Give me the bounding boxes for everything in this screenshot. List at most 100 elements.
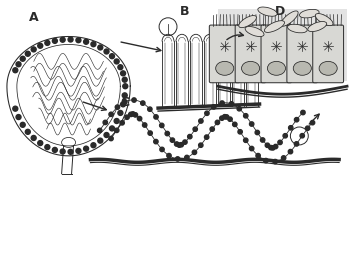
Circle shape (160, 123, 164, 127)
Circle shape (301, 110, 305, 115)
Circle shape (283, 134, 287, 138)
FancyBboxPatch shape (313, 25, 344, 83)
Circle shape (68, 149, 73, 154)
Ellipse shape (241, 61, 260, 75)
Circle shape (273, 159, 278, 164)
FancyBboxPatch shape (235, 25, 266, 83)
Circle shape (250, 146, 254, 151)
Circle shape (103, 120, 107, 125)
Ellipse shape (319, 61, 337, 75)
Circle shape (273, 144, 278, 149)
Circle shape (167, 153, 171, 158)
Circle shape (114, 128, 119, 133)
Circle shape (84, 39, 89, 44)
Ellipse shape (264, 21, 285, 33)
Circle shape (294, 142, 299, 146)
Ellipse shape (293, 61, 312, 75)
Circle shape (20, 122, 25, 127)
Circle shape (25, 51, 30, 56)
Circle shape (16, 62, 21, 67)
Circle shape (154, 140, 158, 144)
Text: C: C (120, 96, 130, 109)
Circle shape (115, 105, 120, 109)
Text: B: B (180, 5, 189, 18)
Circle shape (211, 105, 216, 109)
Circle shape (52, 147, 57, 152)
Circle shape (110, 54, 114, 59)
Circle shape (25, 129, 30, 134)
Circle shape (244, 138, 248, 142)
Circle shape (122, 77, 127, 82)
Circle shape (60, 37, 65, 42)
Ellipse shape (245, 26, 264, 37)
Circle shape (244, 114, 248, 118)
Circle shape (122, 93, 127, 98)
Circle shape (13, 68, 18, 73)
Circle shape (154, 115, 158, 119)
Circle shape (294, 118, 299, 122)
Circle shape (38, 141, 43, 146)
Circle shape (237, 106, 241, 111)
Circle shape (142, 123, 147, 127)
Circle shape (215, 120, 219, 125)
Polygon shape (218, 9, 347, 81)
Circle shape (118, 65, 123, 70)
Circle shape (110, 126, 114, 131)
Circle shape (31, 47, 36, 52)
Circle shape (141, 101, 145, 105)
Circle shape (220, 101, 224, 105)
Circle shape (121, 71, 126, 76)
Circle shape (123, 100, 127, 104)
Circle shape (288, 150, 293, 154)
Circle shape (183, 140, 187, 144)
Circle shape (129, 112, 133, 116)
Circle shape (198, 143, 203, 147)
Circle shape (165, 131, 169, 136)
Circle shape (224, 115, 229, 119)
Circle shape (188, 134, 192, 139)
Circle shape (310, 121, 315, 125)
Circle shape (109, 136, 113, 141)
Ellipse shape (239, 16, 257, 28)
Circle shape (120, 121, 124, 125)
Circle shape (98, 45, 103, 50)
Circle shape (250, 122, 254, 126)
Circle shape (256, 153, 260, 158)
Ellipse shape (267, 61, 286, 75)
Circle shape (148, 107, 152, 111)
Circle shape (289, 126, 293, 130)
Circle shape (98, 128, 102, 133)
Ellipse shape (216, 61, 234, 75)
Circle shape (132, 98, 136, 102)
Circle shape (13, 106, 18, 111)
Circle shape (185, 155, 189, 160)
Circle shape (255, 130, 259, 135)
Circle shape (192, 150, 197, 155)
Circle shape (38, 43, 43, 48)
Ellipse shape (300, 9, 319, 18)
Circle shape (193, 127, 197, 131)
Circle shape (20, 56, 25, 61)
Circle shape (121, 102, 126, 107)
Circle shape (204, 135, 209, 139)
Circle shape (177, 143, 181, 147)
Ellipse shape (281, 11, 298, 26)
Circle shape (133, 113, 138, 117)
Circle shape (220, 116, 224, 120)
Circle shape (76, 148, 81, 153)
Circle shape (45, 40, 50, 45)
Circle shape (223, 114, 227, 119)
Circle shape (104, 49, 109, 54)
Circle shape (114, 119, 119, 123)
Ellipse shape (315, 14, 333, 26)
Circle shape (131, 112, 135, 116)
Ellipse shape (258, 7, 277, 16)
Text: D: D (274, 5, 285, 18)
Circle shape (160, 147, 164, 152)
Circle shape (179, 143, 183, 147)
Circle shape (91, 42, 96, 47)
Circle shape (60, 149, 65, 154)
Circle shape (260, 138, 265, 142)
FancyBboxPatch shape (261, 25, 292, 83)
Text: A: A (29, 11, 38, 24)
